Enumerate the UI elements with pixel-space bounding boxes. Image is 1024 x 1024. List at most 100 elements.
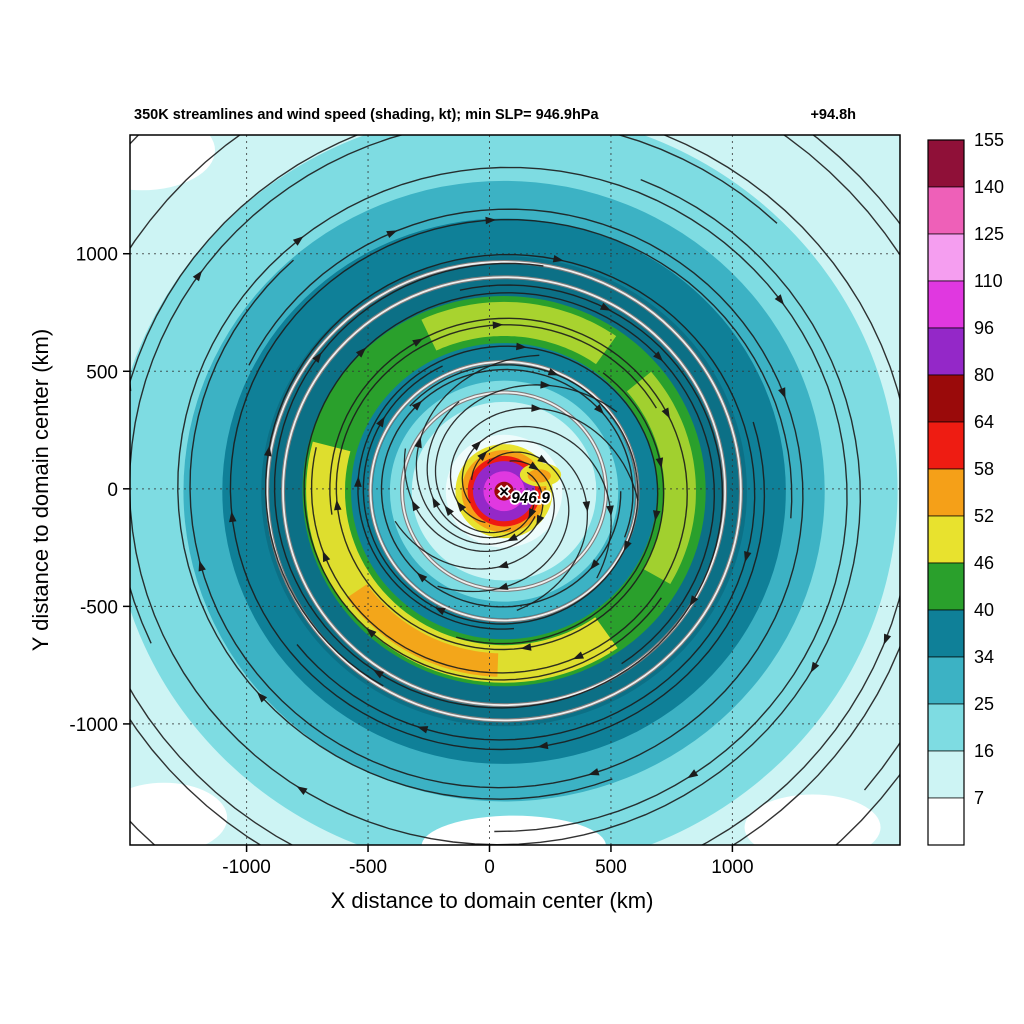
streamline-arrowhead <box>687 769 699 779</box>
colorbar-segment <box>927 468 965 517</box>
shading-ring <box>500 487 508 495</box>
streamline-arrowhead <box>485 216 497 225</box>
streamline-arrowhead <box>198 560 206 572</box>
streamline-arrowhead <box>296 786 308 795</box>
streamline-arrowhead <box>572 651 584 660</box>
streamline-arrowhead <box>774 294 785 305</box>
colorbar-label: 96 <box>974 318 994 338</box>
shading-sector <box>626 371 696 584</box>
streamline-arrowhead <box>540 381 552 389</box>
y-tick-label: 0 <box>107 480 118 501</box>
streamline <box>434 384 618 534</box>
colorbar-segment <box>927 186 965 235</box>
center-x-marker-halo: × <box>499 482 509 501</box>
colorbar-label: 34 <box>974 647 994 667</box>
streamline-arrowhead <box>528 508 537 520</box>
streamline-arrowhead <box>949 53 959 63</box>
streamline-arrowhead <box>547 368 559 376</box>
plot-title: 350K streamlines and wind speed (shading… <box>134 107 599 123</box>
shading-sector <box>346 584 499 677</box>
streamline-arrowhead <box>497 582 509 590</box>
colorbar-label: 140 <box>974 177 1004 197</box>
streamline-arrowhead <box>68 778 77 789</box>
streamline-arrowhead <box>456 501 467 512</box>
colorbar-label: 40 <box>974 600 994 620</box>
streamline-arrowhead <box>653 510 661 521</box>
range-circle <box>282 276 727 707</box>
streamline-arrowhead <box>810 661 820 673</box>
streamline-arrowhead <box>552 255 564 263</box>
streamline-arrowhead <box>211 44 222 53</box>
x-axis-title: X distance to domain center (km) <box>331 888 654 913</box>
forecast-hour-label: +94.8h <box>810 107 856 123</box>
colorbar-label: 80 <box>974 365 994 385</box>
streamline-arrowhead <box>432 496 441 508</box>
streamline-arrowhead <box>629 119 640 126</box>
wind-speed-shading <box>130 135 900 845</box>
colorbar-label: 155 <box>974 130 1004 150</box>
streamline-arrowhead <box>323 860 334 868</box>
y-tick-label: -500 <box>80 597 118 618</box>
colorbar-segment <box>927 327 965 376</box>
streamline <box>264 253 756 741</box>
streamline <box>403 448 544 553</box>
colorbar-label: 52 <box>974 506 994 526</box>
streamline-arrowhead <box>536 514 545 526</box>
y-axis-title: Y distance to domain center (km) <box>28 329 53 651</box>
streamline-arrowhead <box>506 533 518 542</box>
streamline-arrowhead <box>312 352 322 363</box>
x-tick-label: -500 <box>349 857 387 878</box>
streamline-arrowhead <box>477 450 488 461</box>
streamline-arrowhead <box>520 643 532 651</box>
streamline-arrowhead <box>386 230 398 238</box>
colorbar-segment <box>927 562 965 611</box>
colorbar-segment <box>927 609 965 658</box>
x-tick-label: 500 <box>595 857 627 878</box>
colorbar-segment <box>927 656 965 705</box>
colorbar: 155 140 125 110 96 80 64 58 52 46 40 34 25 16 7 <box>927 130 1004 846</box>
colorbar-segment <box>927 797 965 846</box>
plot-frame <box>129 134 901 846</box>
streamline-arrowhead <box>411 500 420 512</box>
colorbar-segment <box>927 280 965 329</box>
streamline <box>130 135 900 845</box>
streamline-arrowhead <box>492 321 504 329</box>
colorbar-label: 25 <box>974 694 994 714</box>
streamline-arrowhead <box>264 445 272 457</box>
streamline-arrowhead <box>444 505 454 516</box>
x-tick-label: 0 <box>484 857 495 878</box>
streamline-arrowhead <box>257 692 268 703</box>
streamline-arrowhead <box>594 404 604 415</box>
streamline-arrowhead <box>376 416 385 428</box>
streamline-arrowhead <box>537 454 549 464</box>
colorbar-label: 46 <box>974 553 994 573</box>
streamline-arrowhead <box>650 945 661 952</box>
streamline-arrowhead <box>588 768 600 776</box>
streamline-arrowhead <box>752 980 763 988</box>
streamline-arrowhead <box>968 536 976 547</box>
streamline-arrowhead <box>115 937 126 946</box>
streamline-arrowhead <box>655 457 664 469</box>
streamline-arrowhead <box>778 387 786 399</box>
streamline-arrowhead <box>971 826 980 837</box>
streamline <box>177 166 848 833</box>
colorbar-label: 16 <box>974 741 994 761</box>
streamline-arrowhead <box>355 347 367 358</box>
streamline-arrowhead <box>322 550 331 563</box>
streamline-arrowhead <box>590 559 600 570</box>
shading-patch <box>421 815 606 845</box>
streamline-arrowhead <box>516 342 527 351</box>
streamline-arrowhead <box>606 505 614 517</box>
center-x-marker: × <box>499 482 509 501</box>
shading-sector <box>421 301 617 365</box>
colorbar-segment <box>927 703 965 752</box>
streamline-arrowhead <box>42 83 52 93</box>
streamline-arrowhead <box>883 633 892 645</box>
colorbar-label: 125 <box>974 224 1004 244</box>
colorbar-label: 64 <box>974 412 994 432</box>
streamline-arrowhead <box>661 407 670 419</box>
range-circle <box>266 261 742 722</box>
streamline-arrowhead <box>744 551 752 563</box>
streamline-arrowhead <box>416 572 428 583</box>
